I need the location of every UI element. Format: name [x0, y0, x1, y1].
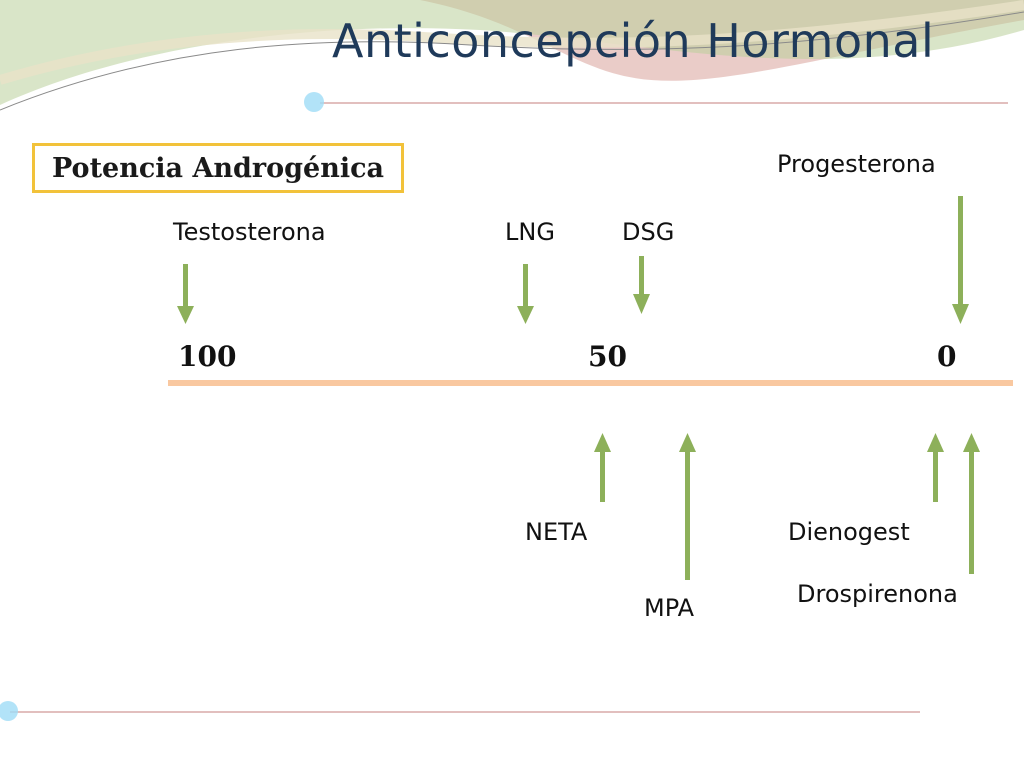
- header-swoosh-green: [0, 0, 1024, 105]
- label-mpa: MPA: [644, 594, 695, 622]
- arrow-neta: [594, 433, 611, 502]
- arrow-testosterona: [177, 264, 194, 324]
- scale-label-50: 50: [588, 340, 627, 373]
- top-dot: [304, 92, 324, 112]
- bottom-dot: [0, 701, 18, 721]
- potency-box: Potencia Androgénica: [32, 143, 404, 193]
- label-lng: LNG: [505, 218, 555, 246]
- label-progesterona: Progesterona: [777, 150, 936, 178]
- header-swoosh-light: [0, 0, 1024, 85]
- scale-label-100: 100: [178, 340, 237, 373]
- arrow-drospirenona: [963, 433, 980, 574]
- arrow-dsg: [633, 256, 650, 314]
- header-swoosh-line: [0, 11, 1024, 111]
- label-dsg: DSG: [622, 218, 675, 246]
- arrow-dienogest: [927, 433, 944, 502]
- label-testosterona: Testosterona: [173, 218, 326, 246]
- label-neta: NETA: [525, 518, 588, 546]
- label-dienogest: Dienogest: [788, 518, 910, 546]
- arrow-progesterona: [952, 196, 969, 324]
- label-drospirenona: Drospirenona: [797, 580, 958, 608]
- arrow-lng: [517, 264, 534, 324]
- slide-title: Anticoncepción Hormonal: [332, 14, 935, 68]
- scale-label-0: 0: [937, 340, 957, 373]
- arrow-mpa: [679, 433, 696, 580]
